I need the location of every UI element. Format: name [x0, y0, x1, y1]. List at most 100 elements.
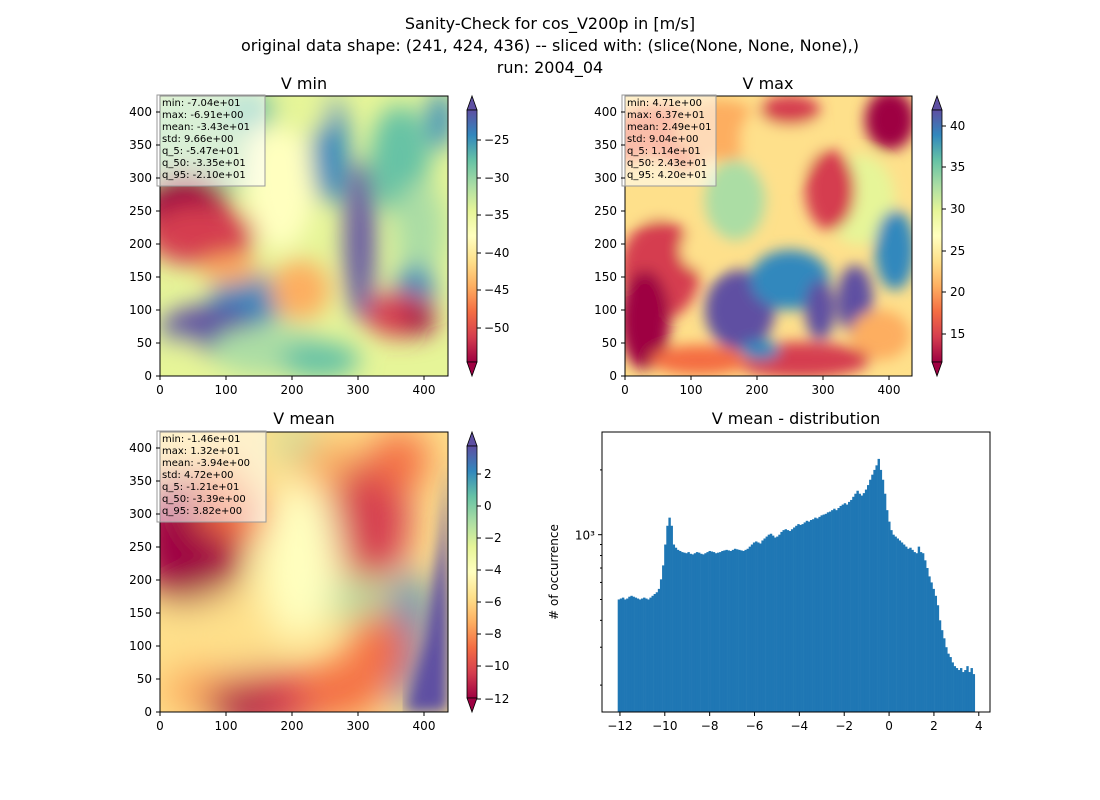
histogram-bar	[888, 521, 891, 712]
stat-line: q_5: 1.14e+01	[627, 146, 701, 157]
colorbar-extend-top	[466, 94, 478, 111]
histogram-y-axis: 10³	[575, 469, 602, 686]
x-tick-label: 0	[885, 719, 893, 733]
histogram-bar	[617, 599, 621, 712]
colorbar-extend-bottom	[931, 361, 943, 378]
colorbar-tick-label: −6	[484, 595, 502, 609]
colorbar-tick-label: −45	[484, 283, 509, 297]
histogram-bar	[883, 493, 887, 712]
stat-line: q_50: -3.39e+00	[162, 494, 246, 505]
stat-line: max: 1.32e+01	[162, 446, 240, 457]
x-tick-label: −12	[607, 719, 632, 733]
histogram-bar	[812, 519, 815, 712]
stat-line: std: 9.04e+00	[627, 134, 699, 145]
histogram-bar	[687, 552, 690, 712]
tick-label: 150	[129, 606, 152, 620]
colorbar-tick-label: −35	[484, 208, 509, 222]
tick-label: 50	[137, 336, 152, 350]
histogram-bar	[786, 530, 790, 712]
stat-line: min: -1.46e+01	[162, 434, 241, 445]
histogram-bar	[738, 549, 741, 712]
stat-line: min: 4.71e+00	[627, 98, 702, 109]
colorbar-tick-label: −30	[484, 171, 509, 185]
tick-label: 350	[129, 474, 152, 488]
histogram-bar	[643, 597, 646, 712]
stat-line: q_95: 3.82e+00	[162, 506, 242, 517]
histogram-bar	[837, 508, 840, 712]
histogram-bar	[921, 553, 925, 712]
x-tick-label: −8	[701, 719, 719, 733]
stat-line: mean: -3.94e+00	[162, 458, 250, 469]
histogram-bar	[953, 666, 957, 712]
histogram-bar	[647, 599, 650, 712]
histogram-bar	[708, 550, 711, 712]
colorbar-extend-top	[466, 430, 478, 447]
histogram-bar	[731, 549, 735, 712]
x-axis-v-mean: 0 100 200 300 400	[156, 712, 435, 733]
histogram-bar	[805, 520, 809, 712]
histogram-bar	[839, 505, 842, 712]
colorbar-tick-label: −10	[484, 659, 509, 673]
histogram-bar	[875, 465, 878, 712]
histogram-bar	[936, 605, 940, 712]
histogram-bar	[814, 517, 817, 712]
histogram-x-axis: −12 −10 −8 −6 −4 −2 0 2 4	[607, 712, 983, 733]
y-axis-v-min: 0 50 100 150 200 250 300 350 400	[129, 105, 160, 383]
plot-frame-distribution	[601, 431, 991, 713]
stats-box-v-min: min: -7.04e+01 max: -6.91e+00 mean: -3.4…	[156, 94, 266, 187]
panel-title-v-mean: V mean	[273, 409, 334, 428]
histogram-bar	[757, 542, 760, 712]
histogram-bar	[778, 534, 781, 712]
tick-label: 300	[347, 383, 370, 397]
histogram-y-label: # of occurrence	[547, 524, 561, 620]
histogram-bar	[970, 668, 973, 712]
histogram-bar	[968, 672, 971, 712]
colorbar-extend-top	[931, 94, 943, 111]
histogram-bar	[820, 515, 823, 712]
stat-line: q_95: 4.20e+01	[627, 170, 707, 181]
tick-label: 150	[594, 270, 617, 284]
histogram-bar	[896, 538, 899, 712]
histogram-bar	[833, 508, 836, 712]
histogram-bar	[736, 549, 739, 712]
stat-line: q_50: 2.43e+01	[627, 158, 707, 169]
colorbar-tick-label: −8	[484, 627, 502, 641]
histogram-bar	[714, 553, 718, 712]
histogram-bar	[945, 647, 948, 712]
stat-line: q_5: -5.47e+01	[162, 146, 239, 157]
histogram-bar	[940, 630, 944, 712]
histogram-bar	[841, 504, 845, 712]
x-tick-label: −6	[746, 719, 764, 733]
histogram-bar	[670, 525, 673, 712]
x-tick-label: −2	[835, 719, 853, 733]
histogram-bar	[784, 529, 788, 712]
histogram-bar	[619, 598, 623, 712]
histogram-bar	[845, 504, 849, 712]
stats-box-v-mean: min: -1.46e+01 max: 1.32e+01 mean: -3.94…	[156, 430, 267, 523]
histogram-bar	[769, 533, 773, 712]
colorbar-tick-label: 35	[950, 160, 965, 174]
histogram-bar	[930, 582, 933, 712]
histogram-bar	[782, 530, 785, 712]
histogram-bar	[685, 553, 688, 712]
tick-label: 200	[281, 383, 304, 397]
histogram-bar	[725, 549, 728, 712]
histogram-bar	[831, 510, 834, 712]
tick-label: 0	[609, 369, 617, 383]
histogram-bar	[634, 597, 638, 712]
histogram-bar	[788, 531, 792, 712]
histogram-bar	[928, 576, 931, 712]
histogram-bar	[809, 520, 813, 712]
histogram-bar	[721, 550, 724, 712]
tick-label: 250	[594, 204, 617, 218]
histogram-bar	[856, 490, 859, 712]
histogram-bar	[919, 552, 923, 712]
histogram-bar	[628, 596, 631, 712]
tick-label: 0	[621, 383, 629, 397]
tick-label: 250	[129, 540, 152, 554]
histogram-bar	[742, 550, 745, 712]
histogram-bar	[765, 536, 768, 712]
histogram-bar	[862, 493, 866, 712]
tick-label: 400	[413, 383, 436, 397]
colorbar-v-min: −50 −45 −40 −35 −30 −25	[466, 94, 509, 378]
